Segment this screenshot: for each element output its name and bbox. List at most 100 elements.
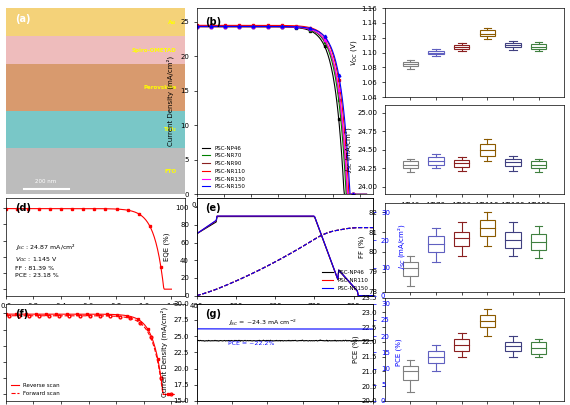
Line: PSC-NP46: PSC-NP46 <box>197 27 367 194</box>
Bar <box>429 351 443 362</box>
PSC-NR110 <box>214 214 221 219</box>
Text: $J_{SC}$ : 24.87 mA/cm²
$V_{OC}$ : 1.145 V
FF : 81.39 %
PCE : 23.18 %: $J_{SC}$ : 24.87 mA/cm² $V_{OC}$ : 1.145… <box>15 242 75 278</box>
Legend: Reverse scan, Forward scan: Reverse scan, Forward scan <box>9 381 63 398</box>
Reverse scan <box>155 360 162 364</box>
PSC-NP46 <box>363 192 370 197</box>
PSC-NP46 <box>357 293 364 298</box>
PSC-NR150 <box>363 192 370 197</box>
Bar <box>429 51 443 54</box>
PSC-NR130 <box>344 192 351 197</box>
Y-axis label: $J_{SC}$ (mA/cm²): $J_{SC}$ (mA/cm²) <box>343 127 355 173</box>
Y-axis label: Current Density (mA/cm²): Current Density (mA/cm²) <box>167 56 174 146</box>
Line: Forward scan: Forward scan <box>6 316 174 394</box>
PSC-NR110 <box>200 226 207 231</box>
Bar <box>6 148 185 194</box>
Text: (g): (g) <box>205 309 222 319</box>
PSC-NP46 <box>214 214 221 219</box>
Bar <box>505 43 520 47</box>
Text: Spiro-OMETAD: Spiro-OMETAD <box>132 47 176 53</box>
Bar <box>454 45 470 49</box>
X-axis label: Wavelength (nm): Wavelength (nm) <box>255 315 315 321</box>
PSC-NP46 <box>297 26 304 30</box>
PSC-NP46 <box>363 293 370 298</box>
Y-axis label: $V_{OC}$ (V): $V_{OC}$ (V) <box>349 40 359 66</box>
PSC-NR150 <box>357 293 364 298</box>
Bar <box>505 232 520 248</box>
PSC-NP46 <box>370 293 377 298</box>
PSC-NR110 <box>204 224 211 229</box>
Text: (a): (a) <box>15 14 30 23</box>
X-axis label: Voltage (V): Voltage (V) <box>76 315 115 321</box>
PSC-NR90 <box>193 24 200 29</box>
PSC-NP46 <box>355 293 362 298</box>
PSC-NR150 <box>294 24 301 29</box>
PSC-NR150 <box>355 293 362 298</box>
Y-axis label: EQE (%): EQE (%) <box>164 233 170 261</box>
PSC-NR70 <box>194 24 201 29</box>
PSC-NR130 <box>363 192 370 197</box>
PSC-NP46 <box>227 214 234 219</box>
Bar <box>479 315 495 327</box>
PSC-NR70 <box>297 25 304 30</box>
Bar <box>531 45 546 49</box>
PSC-NP46 <box>341 192 348 197</box>
Bar <box>531 234 546 250</box>
PSC-NR90 <box>194 24 201 29</box>
PSC-NR150 <box>193 231 200 236</box>
PSC-NP46 <box>241 214 248 219</box>
Text: (d): (d) <box>15 203 31 213</box>
PSC-NR130 <box>294 25 300 30</box>
Reverse scan <box>160 392 167 397</box>
PSC-NR150 <box>336 79 343 84</box>
PSC-NR150 <box>214 213 221 218</box>
Forward scan <box>103 313 109 318</box>
Reverse scan <box>171 392 178 397</box>
PSC-NR90 <box>294 25 301 30</box>
Text: Au: Au <box>168 19 176 25</box>
Line: PSC-NR150: PSC-NR150 <box>197 26 367 194</box>
PSC-NR110 <box>227 214 234 219</box>
PSC-NR150 <box>193 24 200 29</box>
PSC-NP46 <box>294 25 300 30</box>
Line: PSC-NR70: PSC-NR70 <box>197 26 367 194</box>
Y-axis label: PCE (%): PCE (%) <box>396 339 402 366</box>
Y-axis label: PCE (%): PCE (%) <box>352 335 359 363</box>
PSC-NR90 <box>344 192 351 197</box>
PSC-NR150 <box>370 293 377 298</box>
PSC-NR130 <box>194 24 201 29</box>
PSC-NR150 <box>204 224 211 229</box>
Text: FTO: FTO <box>164 168 176 174</box>
Bar <box>429 157 443 165</box>
PSC-NR110 <box>193 23 200 28</box>
PSC-NR130 <box>297 25 304 30</box>
PSC-NP46 <box>294 25 301 30</box>
Line: PSC-NP46: PSC-NP46 <box>197 217 373 296</box>
PSC-NR150 <box>348 192 355 197</box>
Bar <box>402 366 418 380</box>
PSC-NP46 <box>348 192 355 197</box>
PSC-NR90 <box>294 25 300 30</box>
PSC-NR150 <box>194 24 201 29</box>
Line: PSC-NR110: PSC-NR110 <box>197 216 373 296</box>
Bar <box>531 342 546 354</box>
Reverse scan <box>102 312 109 317</box>
PSC-NP46 <box>194 24 201 29</box>
PSC-NR110 <box>355 293 362 298</box>
PSC-NR150 <box>241 213 248 218</box>
Reverse scan <box>3 312 10 317</box>
PSC-NR110 <box>363 192 370 197</box>
PSC-NR70 <box>294 25 300 30</box>
Forward scan <box>3 313 10 318</box>
PSC-NR90 <box>297 25 304 30</box>
Text: Perovskite: Perovskite <box>143 85 176 90</box>
Reverse scan <box>105 312 112 317</box>
Bar <box>6 111 185 148</box>
PSC-NR150 <box>294 24 300 29</box>
Forward scan <box>2 313 9 318</box>
Text: TiO₂: TiO₂ <box>164 127 176 132</box>
PSC-NR70 <box>343 192 350 197</box>
Legend: PSC-NP46, PSC-NR110, PSC-NR150: PSC-NP46, PSC-NR110, PSC-NR150 <box>320 268 370 293</box>
PSC-NR130 <box>294 25 301 30</box>
Forward scan <box>160 392 166 397</box>
PSC-NR150 <box>363 293 370 298</box>
